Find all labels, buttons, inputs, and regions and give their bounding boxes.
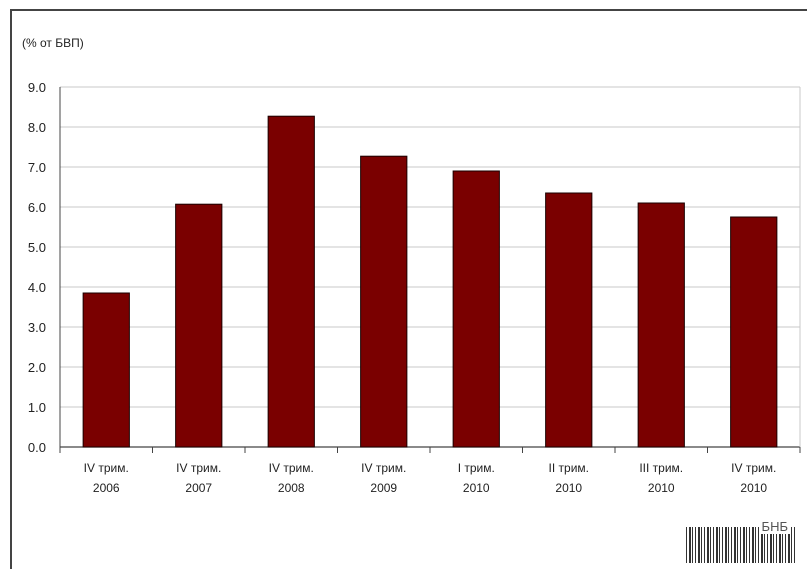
y-tick-label: 5.0 <box>28 240 46 255</box>
y-tick-label: 0.0 <box>28 440 46 455</box>
bar <box>82 292 130 448</box>
chart-frame <box>10 9 807 569</box>
barcode-stamp: БНБ <box>686 521 796 563</box>
x-tick-label: IV трим. 2009 <box>361 461 406 495</box>
stamp-label: БНБ <box>759 521 790 534</box>
y-tick-label: 2.0 <box>28 360 46 375</box>
bar <box>545 192 593 448</box>
y-tick-label: 6.0 <box>28 200 46 215</box>
y-tick-label: 9.0 <box>28 80 46 95</box>
x-tick-label: IV трим. 2008 <box>269 461 314 495</box>
y-tick-label: 7.0 <box>28 160 46 175</box>
y-tick-label: 3.0 <box>28 320 46 335</box>
x-tick-label: IV трим. 2010 <box>731 461 776 495</box>
gridlines <box>59 86 801 453</box>
y-tick-label: 4.0 <box>28 280 46 295</box>
y-unit-label: (% от БВП) <box>22 36 84 50</box>
y-tick-label: 1.0 <box>28 400 46 415</box>
bar <box>637 202 685 448</box>
x-tick-label: IV трим. 2007 <box>176 461 221 495</box>
x-tick-labels: IV трим. 2006 IV трим. 2007 IV трим. 2008 IV т… <box>84 461 777 495</box>
y-tick-labels: 0.0 1.0 2.0 3.0 4.0 5.0 6.0 7.0 8.0 9.0 <box>28 80 46 455</box>
bar <box>730 216 778 448</box>
bar <box>175 203 223 448</box>
x-tick-label: II трим. 2010 <box>549 461 589 495</box>
x-tick-label: I трим. 2010 <box>458 461 495 495</box>
bar <box>452 170 500 448</box>
bar <box>360 155 408 448</box>
bars <box>82 115 778 448</box>
x-tick-label: III трим. 2010 <box>639 461 683 495</box>
bar <box>267 115 315 448</box>
x-tick-label: IV трим. 2006 <box>84 461 129 495</box>
y-tick-label: 8.0 <box>28 120 46 135</box>
